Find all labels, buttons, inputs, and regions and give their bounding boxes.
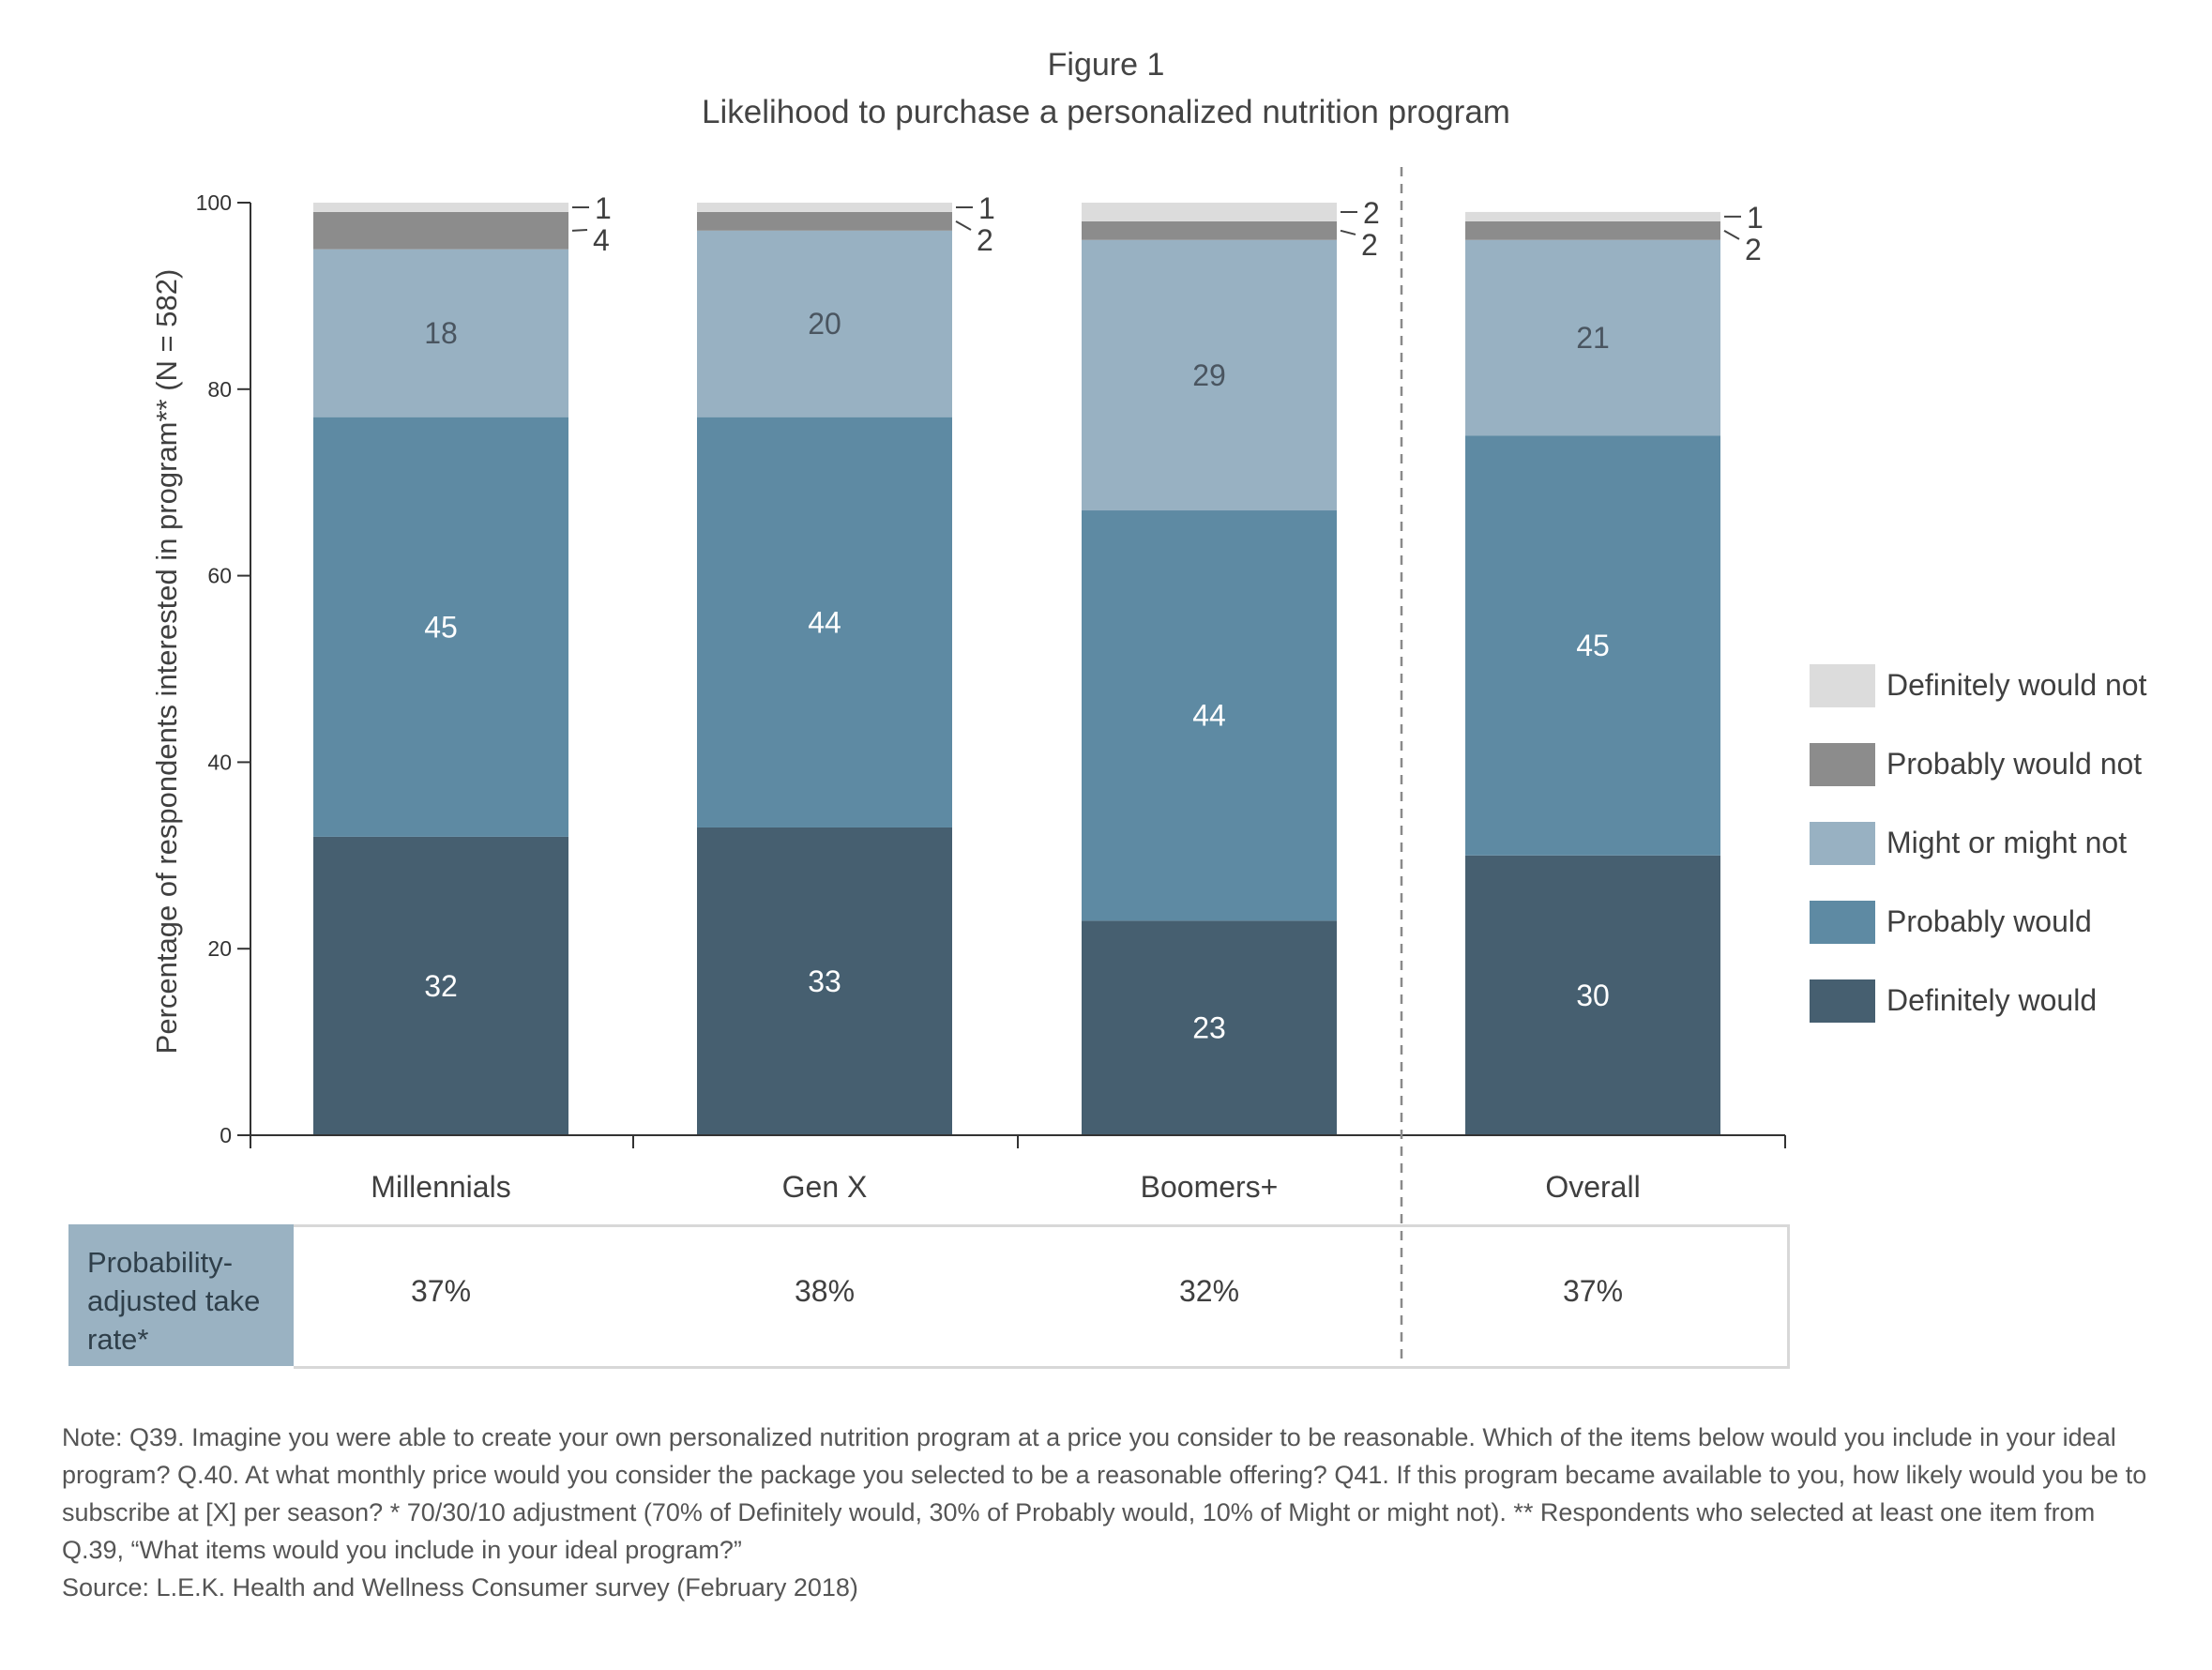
chart-title: Likelihood to purchase a personalized nu… — [702, 94, 1510, 130]
bar-millennials-probably-would — [313, 417, 568, 837]
bar-gen-x-definitely-would — [697, 827, 952, 1135]
bar-overall-probably-would-not — [1465, 220, 1720, 240]
callout-label: 2 — [1361, 228, 1378, 262]
callout-leader — [1723, 229, 1740, 240]
take-rate-boomers: 32% — [1178, 1274, 1240, 1308]
callout-label: 2 — [1363, 196, 1380, 230]
take-rate-label-line: rate* — [87, 1323, 149, 1356]
bar-boomers-definitely-would — [1082, 920, 1337, 1135]
bar-millennials-definitely-would-not — [313, 203, 568, 212]
legend-swatch-definitely-would — [1810, 979, 1875, 1023]
y-tick-label: 0 — [220, 1123, 232, 1147]
footnote: Note: Q39. Imagine you were able to crea… — [62, 1419, 2154, 1606]
callout-label: 2 — [977, 223, 993, 257]
note-text: Note: Q39. Imagine you were able to crea… — [62, 1423, 2147, 1564]
callout-label: 1 — [1747, 201, 1764, 235]
data-label: 21 — [1576, 321, 1610, 355]
x-tick-label: Overall — [1545, 1170, 1640, 1204]
callout-label: 4 — [593, 223, 610, 257]
source-text: Source: L.E.K. Health and Wellness Consu… — [62, 1573, 858, 1602]
bar-gen-x-probably-would-not — [697, 211, 952, 231]
legend-label: Probably would not — [1886, 747, 2142, 781]
legend-label: Probably would — [1886, 904, 2092, 938]
bar-boomers-might-or-might-not — [1082, 239, 1337, 511]
callout-leader — [571, 228, 588, 232]
callout-leader — [1340, 229, 1356, 235]
legend-label: Definitely would not — [1886, 668, 2147, 702]
figure-label: Figure 1 — [1047, 47, 1165, 83]
bar-gen-x-definitely-would-not — [697, 203, 952, 212]
legend-swatch-definitely-would-not — [1810, 664, 1875, 707]
bar-millennials-might-or-might-not — [313, 249, 568, 418]
bar-boomers-definitely-would-not — [1082, 203, 1337, 221]
take-rate-label-line: Probability- — [87, 1246, 234, 1279]
bar-gen-x-probably-would — [697, 417, 952, 827]
y-tick-label: 60 — [207, 564, 232, 588]
x-tick-label: Millennials — [371, 1170, 510, 1204]
bar-millennials-probably-would-not — [313, 211, 568, 250]
take-rate-gen-x: 38% — [794, 1274, 856, 1308]
data-label: 30 — [1576, 979, 1610, 1012]
bar-overall-probably-would — [1465, 435, 1720, 856]
data-label: 45 — [424, 610, 458, 644]
y-axis-label: Percentage of respondents interested in … — [150, 269, 183, 1055]
legend-label: Definitely would — [1886, 983, 2097, 1017]
data-label: 23 — [1192, 1011, 1226, 1045]
data-label: 44 — [808, 605, 841, 639]
data-label: 33 — [808, 964, 841, 998]
take-rate-millennials: 37% — [410, 1274, 472, 1308]
take-rate-overall: 37% — [1562, 1274, 1624, 1308]
bar-gen-x-might-or-might-not — [697, 230, 952, 418]
data-label: 18 — [424, 316, 458, 350]
bar-millennials-definitely-would — [313, 836, 568, 1135]
legend-swatch-might-or-might-not — [1810, 822, 1875, 865]
callout-label: 2 — [1745, 233, 1762, 266]
take-rate-label: Probability- adjusted take rate* — [68, 1224, 294, 1366]
y-tick-label: 40 — [207, 750, 232, 774]
callout-label: 1 — [595, 191, 612, 225]
data-label: 29 — [1192, 358, 1226, 392]
data-label: 20 — [808, 307, 841, 341]
legend-swatch-probably-would-not — [1810, 743, 1875, 786]
data-label: 45 — [1576, 629, 1610, 662]
bar-boomers-probably-would-not — [1082, 220, 1337, 240]
bar-boomers-probably-would — [1082, 510, 1337, 921]
y-tick-label: 100 — [196, 190, 232, 215]
bar-overall-definitely-would-not — [1465, 211, 1720, 221]
x-tick-label: Gen X — [782, 1170, 868, 1204]
data-label: 44 — [1192, 699, 1226, 733]
y-tick-label: 20 — [207, 936, 232, 961]
take-rate-row — [294, 1224, 1790, 1369]
take-rate-label-line: adjusted take — [87, 1284, 261, 1317]
callout-label: 1 — [978, 191, 995, 225]
x-tick-label: Boomers+ — [1141, 1170, 1279, 1204]
bar-overall-definitely-would — [1465, 855, 1720, 1135]
bar-overall-might-or-might-not — [1465, 239, 1720, 436]
legend-swatch-probably-would — [1810, 901, 1875, 944]
legend-label: Might or might not — [1886, 826, 2127, 859]
y-tick-label: 80 — [207, 377, 232, 402]
callout-leader — [955, 220, 972, 231]
data-label: 32 — [424, 969, 458, 1003]
